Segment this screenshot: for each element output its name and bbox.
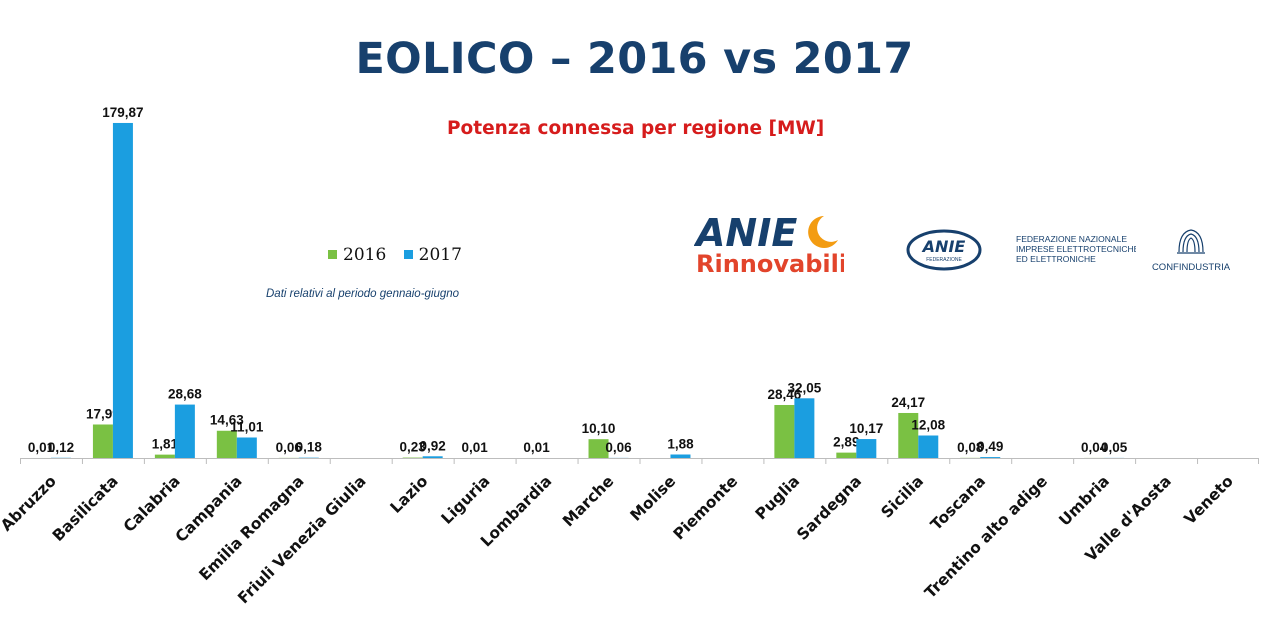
category-label-7: Liguria: [438, 472, 494, 528]
bar-2016-2: [154, 454, 175, 458]
anie-badge-sub: FEDERAZIONE: [926, 257, 962, 263]
anie-fed-line-2: IMPRESE ELETTROTECNICHE: [1016, 244, 1136, 254]
data-label-2016-6: 0,23: [400, 440, 427, 455]
bar-2016-3: [216, 430, 237, 458]
data-label-2016-1: 17,99: [86, 406, 120, 421]
data-label-2017-10: 1,88: [667, 436, 694, 451]
bar-2016-13: [836, 452, 857, 458]
data-label-2016-4: 0,06: [276, 440, 303, 455]
anie-federazione-logo: ANIE FEDERAZIONE FEDERAZIONE NAZIONALE I…: [906, 229, 1136, 271]
data-label-2017-15: 0,49: [977, 439, 1003, 454]
chart-note: Dati relativi al periodo gennaio-giugno: [266, 288, 460, 300]
anie-fed-line-1: FEDERAZIONE NAZIONALE: [1016, 234, 1127, 244]
bar-2017-10: [670, 454, 691, 458]
bar-2017-13: [856, 439, 877, 458]
category-label-11: Piemonte: [670, 472, 741, 543]
confindustria-emblem-icon: [1177, 229, 1205, 254]
confindustria-logo: CONFINDUSTRIA: [1152, 229, 1231, 273]
category-label-5: Friuli Venezia Giulia: [234, 472, 369, 607]
category-label-14: Sicilia: [878, 472, 928, 522]
anie-fed-line-3: ED ELETTRONICHE: [1016, 254, 1096, 264]
bar-2017-6: [422, 456, 443, 458]
data-label-2016-8: 0,01: [523, 440, 550, 455]
chart-subtitle: Potenza connessa per regione [MW]: [447, 118, 825, 139]
category-label-19: Veneto: [1181, 472, 1237, 528]
moon-icon: [808, 216, 838, 248]
data-label-2016-14: 24,17: [891, 395, 925, 410]
data-label-2017-14: 12,08: [911, 417, 945, 432]
confindustria-label: CONFINDUSTRIA: [1152, 262, 1231, 273]
anie-rinnovabili-word2: Rinnovabili: [696, 250, 844, 278]
bar-2016-9: [588, 439, 609, 458]
bar-2017-2: [174, 404, 195, 458]
data-label-2017-0: 0,12: [48, 440, 74, 455]
bar-2017-12: [794, 398, 815, 458]
bar-2017-3: [236, 437, 257, 458]
data-label-2016-15: 0,08: [957, 440, 984, 455]
data-label-2016-7: 0,01: [461, 440, 488, 455]
bar-2017-15: [980, 457, 1001, 458]
category-label-4: Emilia Romagna: [196, 472, 308, 584]
category-label-16: Trentino alto adige: [921, 472, 1051, 602]
data-label-2017-3: 11,01: [230, 419, 264, 434]
anie-rinnovabili-word1: ANIE: [694, 211, 797, 255]
data-label-2016-12: 28,46: [767, 387, 801, 402]
data-label-2017-13: 10,17: [849, 421, 883, 436]
category-label-17: Umbria: [1056, 472, 1113, 529]
data-label-2017-9: 0,06: [605, 440, 632, 455]
legend-label-2016: 2016: [343, 244, 387, 265]
data-label-2017-1: 179,87: [102, 105, 143, 120]
legend-label-2017: 2017: [418, 244, 462, 265]
bar-2016-14: [898, 412, 919, 458]
chart-title: EOLICO – 2016 vs 2017: [355, 34, 914, 84]
data-label-2017-2: 28,68: [168, 387, 202, 402]
category-label-15: Toscana: [927, 472, 989, 534]
data-label-2016-0: 0,01: [28, 440, 55, 455]
data-label-2017-17: 0,05: [1101, 440, 1128, 455]
data-label-2016-17: 0,04: [1081, 440, 1108, 455]
anie-badge-text: ANIE: [921, 237, 966, 256]
data-label-2016-3: 14,63: [210, 413, 244, 428]
category-label-12: Puglia: [752, 472, 803, 523]
category-label-10: Molise: [627, 472, 680, 525]
category-label-6: Lazio: [387, 472, 432, 517]
category-label-1: Basilicata: [49, 472, 122, 545]
bar-2017-1: [112, 122, 133, 459]
category-label-9: Marche: [559, 472, 617, 530]
anie-badge-icon: [906, 229, 982, 271]
bar-2016-12: [774, 404, 795, 458]
anie-rinnovabili-logo: ANIE Rinnovabili: [694, 211, 844, 278]
category-label-13: Sardegna: [793, 472, 865, 544]
data-label-2017-12: 32,05: [787, 380, 821, 395]
bar-2017-14: [918, 435, 939, 458]
category-label-0: Abruzzo: [0, 472, 60, 535]
legend-swatch-2016: [328, 250, 337, 259]
data-label-2016-13: 2,89: [833, 435, 859, 450]
data-label-2017-4: 0,18: [296, 440, 323, 455]
legend-swatch-2017: [403, 250, 413, 259]
data-label-2016-2: 1,81: [152, 437, 179, 452]
bar-2016-1: [92, 424, 113, 458]
data-label-2016-9: 10,10: [582, 421, 616, 436]
legend-item-2017: 2017: [403, 244, 462, 265]
legend: 2016 2017: [328, 244, 474, 265]
category-label-2: Calabria: [120, 472, 184, 536]
data-label-2017-6: 0,92: [420, 438, 446, 453]
legend-item-2016: 2016: [328, 245, 386, 265]
